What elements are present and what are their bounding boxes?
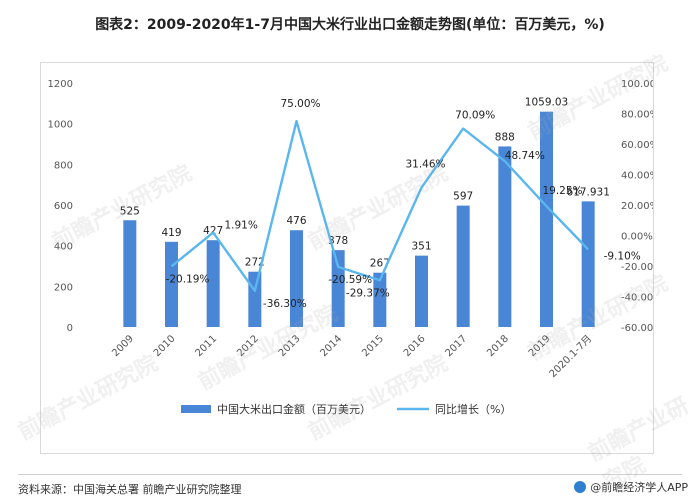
y-right-tick-label: 100.00% [621, 79, 653, 90]
bar [498, 146, 512, 327]
y-left-tick-label: 600 [54, 201, 73, 212]
chart-title: 图表2：2009-2020年1-7月中国大米行业出口金额走势图(单位：百万美元，… [95, 17, 605, 33]
x-tick-label: 2016 [402, 333, 428, 359]
y-left-tick-label: 1000 [48, 120, 73, 131]
y-right-tick-label: 20.00% [621, 201, 653, 212]
y-left-tick-label: 1200 [48, 79, 73, 90]
legend-bar-label: 中国大米出口金额（百万美元） [217, 402, 371, 416]
bar [290, 230, 303, 327]
bar [415, 255, 428, 327]
y-right-tick-label: 40.00% [621, 171, 653, 182]
x-tick-label: 2011 [194, 333, 220, 359]
line-value-label: 31.46% [405, 159, 445, 171]
y-left-tick-label: 200 [54, 282, 73, 293]
legend-line-label: 同比增长（%） [435, 402, 511, 416]
chart-svg: 1200 1000 800 600 400 200 0 100.00% 80.00% 60.00%… [48, 79, 666, 416]
y-left-tick-label: 800 [54, 160, 73, 171]
bar-value-label: 617.931 [566, 186, 609, 198]
bar [456, 205, 470, 327]
chart-frame: 1200 1000 800 600 400 200 0 100.00% 80.00% 60.00%… [40, 62, 666, 454]
brand-badge: @前瞻经济学人APP [574, 479, 688, 495]
bar [206, 240, 220, 327]
bar-value-label: 1059.03 [525, 97, 568, 109]
x-tick-label: 2014 [319, 333, 345, 359]
line-value-label: 75.00% [280, 98, 320, 110]
bar [540, 111, 553, 327]
x-tick-label: 2017 [444, 333, 470, 359]
bar-value-label: 597 [453, 191, 473, 203]
y-right-tick-label: -40.00% [621, 293, 653, 304]
bar [248, 271, 262, 327]
line-value-label: -20.59% [328, 274, 372, 286]
line-value-label: 48.74% [505, 150, 545, 162]
x-tick-label: 2015 [360, 333, 386, 359]
line-value-label: 70.09% [455, 110, 495, 122]
line-value-label: -9.10% [604, 250, 641, 262]
bar-value-label: 888 [495, 131, 515, 143]
x-tick-label: 2012 [235, 333, 261, 359]
line-value-label: -20.19% [166, 273, 210, 285]
line-value-label: 19.25% [542, 185, 582, 197]
growth-line [170, 119, 590, 293]
y-left-tick-label: 400 [54, 242, 73, 253]
x-tick-label: 2019 [527, 333, 553, 359]
x-tick-label: 2013 [277, 333, 303, 359]
x-tick-label: 2018 [485, 333, 511, 359]
line-value-label: -29.37% [346, 287, 390, 299]
y-right-tick-label: 80.00% [621, 110, 653, 121]
line-value-label: 1.91% [224, 220, 257, 232]
bar-value-label: 419 [161, 227, 181, 239]
line-value-label: -36.30% [263, 298, 307, 310]
x-tick-label: 2009 [110, 333, 136, 359]
bar-value-label: 525 [120, 205, 140, 217]
bar [581, 201, 595, 327]
bar-value-label: 427 [203, 225, 223, 237]
bar-value-label: 351 [411, 241, 431, 253]
bar-value-label: 476 [286, 215, 306, 227]
y-right-tick-label: 60.00% [621, 140, 653, 151]
bar [331, 250, 345, 327]
footer-divider [18, 474, 682, 475]
brand-text: @前瞻经济学人APP [590, 481, 688, 494]
bar [123, 220, 137, 327]
x-tick-label: 2010 [152, 333, 178, 359]
bar-value-label: 378 [328, 235, 348, 247]
bar [373, 272, 387, 327]
y-right-tick-label: -20.00% [621, 262, 653, 273]
y-right-tick-label: -60.00% [621, 323, 653, 334]
source-note: 资料来源：中国海关总署 前瞻产业研究院整理 [18, 483, 242, 496]
brand-logo-icon [574, 481, 587, 493]
y-left-tick-label: 0 [67, 323, 73, 334]
x-tick-label: 2020.1-7月 [547, 333, 594, 380]
y-right-tick-label: 0.00% [621, 232, 653, 243]
legend-bar-swatch [181, 405, 211, 413]
